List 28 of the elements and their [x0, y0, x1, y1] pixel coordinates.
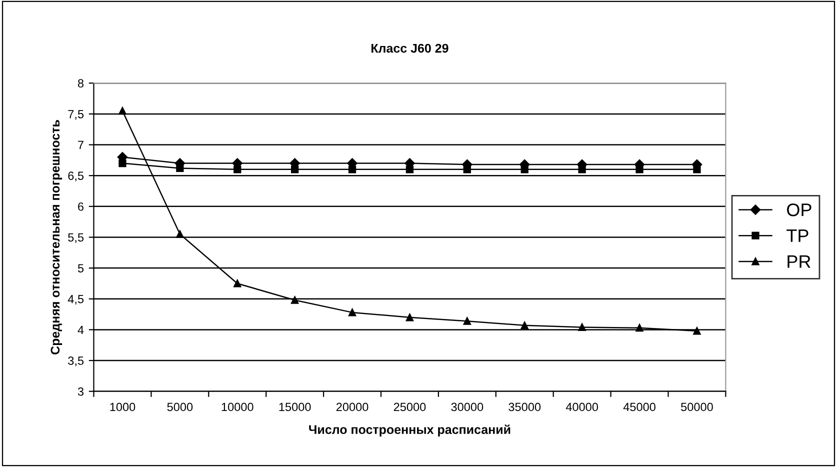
- x-tick-label: 45000: [623, 402, 656, 412]
- y-axis-title: Средняя относительная погрешность: [50, 120, 62, 354]
- x-tick-label: 20000: [336, 402, 368, 412]
- y-tick-label: 3: [78, 387, 84, 396]
- x-tick-label: 1000: [110, 402, 136, 412]
- legend-label: TP: [786, 229, 808, 242]
- y-tick-label: 5: [78, 264, 84, 272]
- x-tick-label: 35000: [508, 402, 541, 412]
- y-tick-label: 3,5: [68, 356, 84, 366]
- y-tick-label: 6: [78, 202, 84, 211]
- y-tick-label: 7: [78, 140, 84, 150]
- x-axis-title: Число построенных расписаний: [309, 424, 510, 436]
- y-tick-label: 8: [78, 79, 84, 88]
- y-tick-label: 5,5: [68, 233, 84, 244]
- x-tick-label: 40000: [566, 402, 598, 412]
- x-tick-label: 50000: [681, 402, 713, 412]
- legend-label: OP: [787, 203, 812, 216]
- y-tick-label: 4: [78, 326, 84, 334]
- x-tick-label: 25000: [394, 402, 426, 412]
- y-tick-label: 4,5: [68, 295, 84, 305]
- legend-label: PR: [788, 255, 810, 268]
- chart-title: Класс J60 29: [371, 44, 448, 53]
- x-tick-label: 5000: [167, 402, 193, 412]
- y-tick-label: 6,5: [68, 172, 84, 182]
- x-tick-label: 30000: [451, 402, 484, 412]
- x-tick-label: 10000: [222, 402, 254, 412]
- y-tick-label: 7,5: [68, 110, 84, 120]
- x-tick-label: 15000: [279, 402, 311, 412]
